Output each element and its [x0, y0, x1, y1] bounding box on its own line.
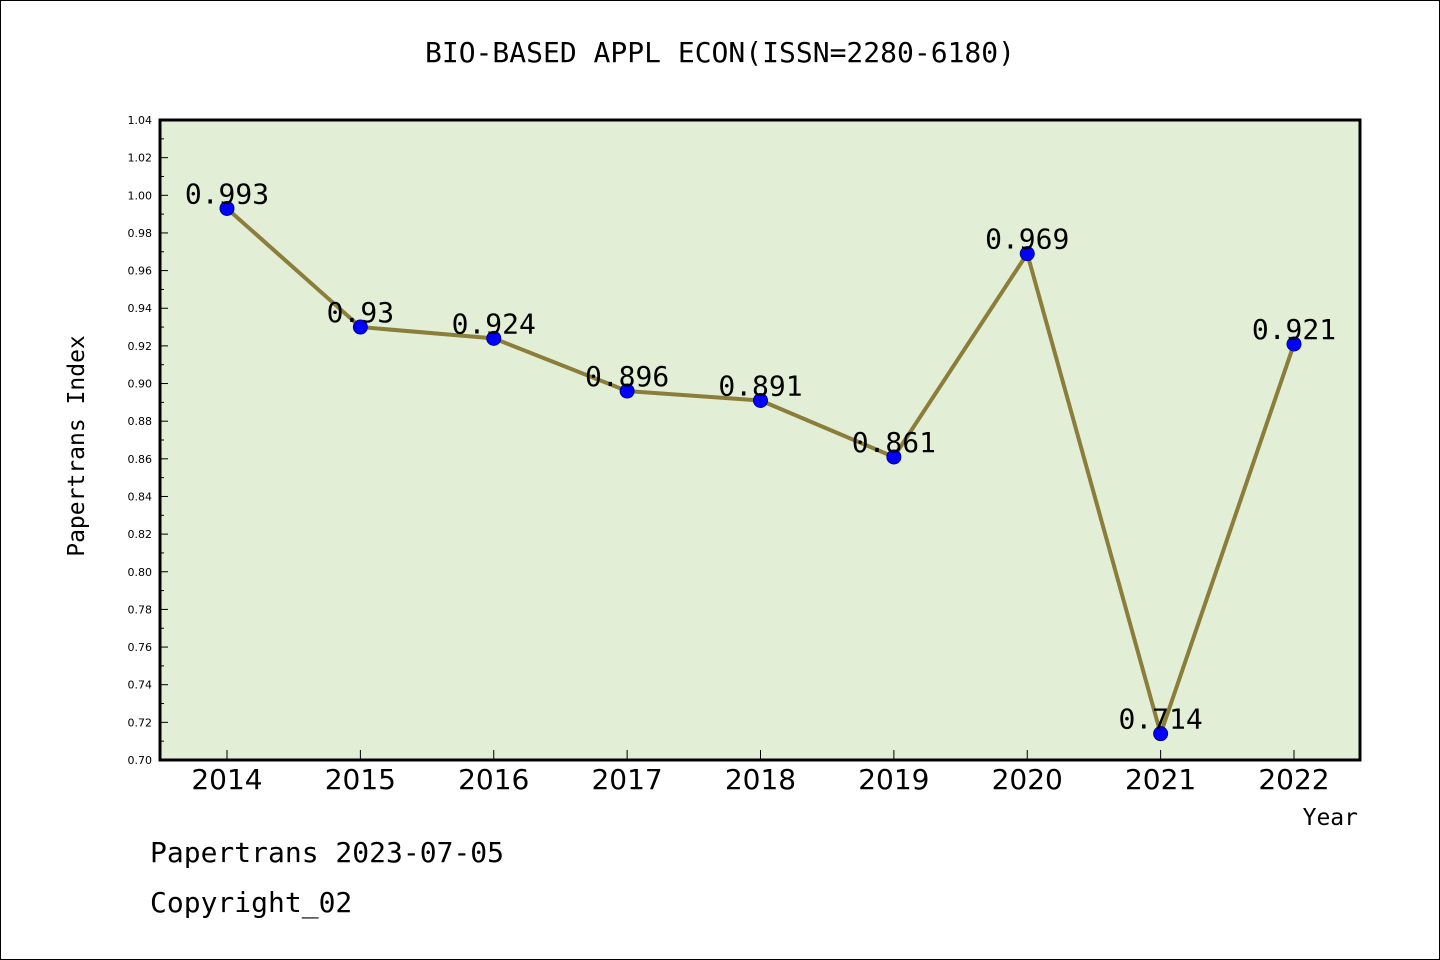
- data-label: 0.921: [1252, 313, 1336, 346]
- y-tick-label: 1.00: [128, 189, 153, 202]
- data-label: 0.924: [452, 307, 536, 340]
- y-tick-label: 1.04: [128, 114, 153, 127]
- y-tick-label: 0.86: [128, 453, 153, 466]
- y-tick-label: 0.92: [128, 340, 153, 353]
- y-tick-label: 0.90: [128, 378, 153, 391]
- y-axis-label: Papertrans Index: [64, 335, 90, 557]
- x-tick-label: 2020: [992, 763, 1063, 796]
- plot-area: [158, 118, 1362, 762]
- data-point: [1286, 336, 1302, 352]
- data-point: [1153, 726, 1169, 742]
- x-tick-label: 2014: [191, 763, 262, 796]
- y-tick-label: 0.80: [128, 566, 153, 579]
- y-tick-label: 0.96: [128, 265, 153, 278]
- data-label: 0.93: [327, 296, 394, 329]
- data-label: 0.969: [985, 223, 1069, 256]
- y-tick-label: 0.84: [128, 490, 153, 503]
- y-tick-label: 0.72: [128, 716, 153, 729]
- y-tick-label: 0.88: [128, 415, 153, 428]
- y-tick-label: 1.02: [128, 152, 153, 165]
- y-tick-label: 0.98: [128, 227, 153, 240]
- y-tick-label: 0.70: [128, 754, 153, 767]
- data-point: [219, 200, 235, 216]
- data-label: 0.891: [718, 369, 802, 402]
- data-point: [1019, 246, 1035, 262]
- footer-copyright: Copyright_02: [150, 886, 353, 919]
- x-tick-label: 2017: [591, 763, 662, 796]
- x-axis-label: Year: [1303, 805, 1358, 831]
- data-label: 0.714: [1118, 703, 1202, 736]
- x-tick-label: 2021: [1125, 763, 1196, 796]
- x-tick-label: 2018: [725, 763, 796, 796]
- footer-date: Papertrans 2023-07-05: [150, 836, 505, 869]
- y-tick-label: 0.94: [128, 302, 153, 315]
- x-tick-label: 2022: [1258, 763, 1329, 796]
- data-point: [486, 330, 502, 346]
- data-point: [886, 449, 902, 465]
- x-tick-label: 2019: [858, 763, 929, 796]
- data-point: [619, 383, 635, 399]
- data-point: [753, 392, 768, 408]
- data-point: [352, 319, 368, 335]
- y-tick-label: 0.74: [128, 679, 153, 692]
- x-tick-label: 2016: [458, 763, 529, 796]
- data-label: 0.993: [185, 177, 269, 210]
- y-tick-label: 0.82: [128, 528, 153, 541]
- y-tick-label: 0.76: [128, 641, 153, 654]
- y-tick-label: 0.78: [128, 603, 153, 616]
- chart-title: BIO-BASED APPL ECON(ISSN=2280-6180): [424, 36, 1015, 69]
- data-label: 0.861: [852, 426, 936, 459]
- data-label: 0.896: [585, 360, 669, 393]
- x-tick-label: 2015: [325, 763, 396, 796]
